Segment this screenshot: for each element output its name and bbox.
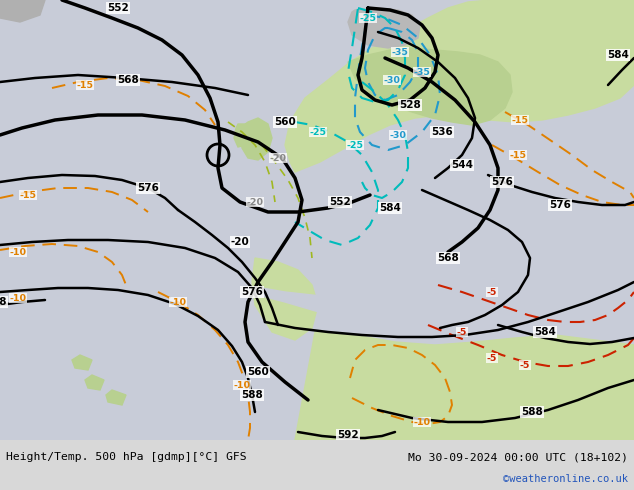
- Text: -25: -25: [347, 141, 363, 149]
- Text: 536: 536: [431, 127, 453, 137]
- Text: Mo 30-09-2024 00:00 UTC (18+102): Mo 30-09-2024 00:00 UTC (18+102): [408, 452, 628, 462]
- Polygon shape: [285, 0, 634, 172]
- Text: -10: -10: [413, 417, 430, 426]
- Text: 576: 576: [241, 287, 263, 297]
- Polygon shape: [0, 0, 634, 440]
- Text: 584: 584: [379, 203, 401, 213]
- Text: -15: -15: [20, 191, 37, 199]
- Polygon shape: [234, 124, 250, 147]
- Text: -10: -10: [10, 294, 27, 302]
- Text: -5: -5: [457, 327, 467, 337]
- Text: -25: -25: [359, 14, 377, 23]
- Text: 576: 576: [137, 183, 159, 193]
- Polygon shape: [0, 440, 634, 490]
- Text: 560: 560: [274, 117, 296, 127]
- Text: -10: -10: [233, 381, 250, 390]
- Text: -5: -5: [520, 361, 530, 369]
- Text: ©weatheronline.co.uk: ©weatheronline.co.uk: [503, 474, 628, 484]
- Text: 568: 568: [117, 75, 139, 85]
- Text: -25: -25: [309, 127, 327, 137]
- Polygon shape: [85, 375, 104, 390]
- Text: 576: 576: [491, 177, 513, 187]
- Text: 588: 588: [241, 390, 263, 400]
- Text: 552: 552: [329, 197, 351, 207]
- Polygon shape: [295, 332, 634, 440]
- Text: -15: -15: [77, 80, 93, 90]
- Text: 544: 544: [451, 160, 473, 170]
- Text: 588: 588: [521, 407, 543, 417]
- Polygon shape: [348, 48, 512, 125]
- Text: -10: -10: [10, 247, 27, 256]
- Polygon shape: [240, 118, 272, 160]
- Text: -35: -35: [413, 68, 430, 76]
- Text: 560: 560: [247, 367, 269, 377]
- Polygon shape: [0, 0, 45, 22]
- Text: -15: -15: [510, 150, 526, 160]
- Polygon shape: [106, 390, 126, 405]
- Text: -5: -5: [487, 353, 497, 363]
- Text: -5: -5: [487, 288, 497, 296]
- Text: 592: 592: [337, 430, 359, 440]
- Text: 552: 552: [107, 3, 129, 13]
- Text: -20: -20: [231, 237, 249, 247]
- Polygon shape: [72, 355, 92, 370]
- Text: -20: -20: [247, 197, 264, 206]
- Text: Height/Temp. 500 hPa [gdmp][°C] GFS: Height/Temp. 500 hPa [gdmp][°C] GFS: [6, 452, 247, 462]
- Text: -35: -35: [392, 48, 408, 56]
- Text: 576: 576: [549, 200, 571, 210]
- Polygon shape: [255, 288, 560, 332]
- Polygon shape: [348, 8, 420, 48]
- Text: 584: 584: [607, 50, 629, 60]
- Text: 88: 88: [0, 297, 7, 307]
- Polygon shape: [252, 258, 318, 340]
- Text: -10: -10: [169, 297, 186, 307]
- Text: -30: -30: [389, 130, 406, 140]
- Text: -20: -20: [269, 153, 287, 163]
- Text: -30: -30: [384, 75, 401, 84]
- Text: 568: 568: [437, 253, 459, 263]
- Text: 528: 528: [399, 100, 421, 110]
- Text: 584: 584: [534, 327, 556, 337]
- Text: -15: -15: [512, 116, 529, 124]
